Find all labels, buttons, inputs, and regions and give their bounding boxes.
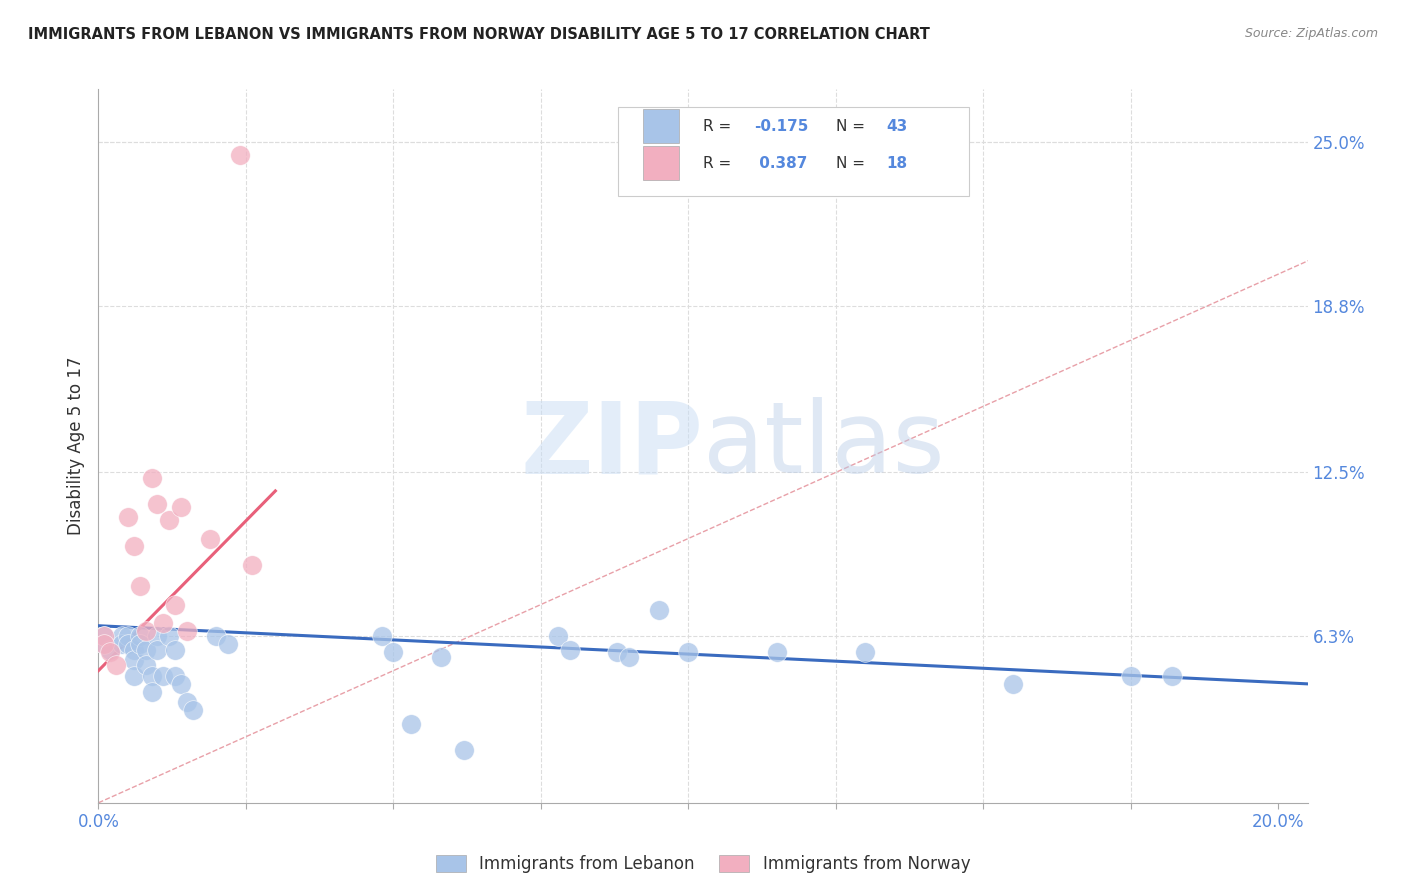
Text: N =: N = [837, 156, 870, 170]
Point [105, 658, 128, 673]
Point [128, 579, 150, 593]
Point [117, 629, 139, 643]
Point [135, 642, 157, 657]
FancyBboxPatch shape [643, 146, 679, 180]
Point [157, 629, 180, 643]
Point [181, 703, 204, 717]
Point [453, 743, 475, 757]
Point [141, 471, 163, 485]
Point [98, 645, 121, 659]
Point [1001, 677, 1024, 691]
Text: 0.387: 0.387 [754, 156, 807, 170]
Point [217, 637, 239, 651]
Text: -0.175: -0.175 [754, 119, 808, 134]
Point [141, 669, 163, 683]
Point [128, 637, 150, 651]
Point [152, 669, 174, 683]
Point [560, 642, 582, 657]
Point [122, 642, 145, 657]
Point [382, 645, 405, 659]
FancyBboxPatch shape [643, 109, 679, 144]
Point [648, 603, 671, 617]
Point [170, 677, 193, 691]
Point [135, 658, 157, 673]
Point [370, 629, 392, 643]
Text: atlas: atlas [703, 398, 945, 494]
FancyBboxPatch shape [619, 107, 969, 196]
Legend: Immigrants from Lebanon, Immigrants from Norway: Immigrants from Lebanon, Immigrants from… [429, 848, 977, 880]
Point [98, 642, 121, 657]
Point [117, 637, 139, 651]
Point [111, 637, 134, 651]
Point [111, 629, 134, 643]
Text: N =: N = [837, 119, 870, 134]
Point [1119, 669, 1142, 683]
Point [128, 629, 150, 643]
Point [152, 616, 174, 631]
Point [1161, 669, 1184, 683]
Point [399, 716, 422, 731]
Text: Source: ZipAtlas.com: Source: ZipAtlas.com [1244, 27, 1378, 40]
Point [93, 629, 115, 643]
Point [240, 558, 263, 572]
Point [146, 497, 169, 511]
Point [229, 148, 252, 162]
Point [200, 532, 222, 546]
Text: 18: 18 [887, 156, 908, 170]
Point [176, 624, 198, 638]
Point [619, 650, 641, 665]
Point [93, 637, 115, 651]
Point [117, 510, 139, 524]
Point [135, 624, 157, 638]
Point [146, 629, 169, 643]
Text: R =: R = [703, 119, 737, 134]
Point [146, 642, 169, 657]
Point [176, 695, 198, 709]
Point [165, 642, 187, 657]
Point [678, 645, 700, 659]
Point [141, 685, 163, 699]
Point [93, 629, 115, 643]
Point [547, 629, 569, 643]
Point [765, 645, 787, 659]
Point [170, 500, 193, 514]
Text: R =: R = [703, 156, 737, 170]
Text: ZIP: ZIP [520, 398, 703, 494]
Text: IMMIGRANTS FROM LEBANON VS IMMIGRANTS FROM NORWAY DISABILITY AGE 5 TO 17 CORRELA: IMMIGRANTS FROM LEBANON VS IMMIGRANTS FR… [28, 27, 929, 42]
Point [122, 540, 145, 554]
Point [122, 669, 145, 683]
Point [165, 669, 187, 683]
Point [122, 653, 145, 667]
Y-axis label: Disability Age 5 to 17: Disability Age 5 to 17 [66, 357, 84, 535]
Point [205, 629, 228, 643]
Point [93, 637, 115, 651]
Point [606, 645, 628, 659]
Point [853, 645, 876, 659]
Point [165, 598, 187, 612]
Point [429, 650, 451, 665]
Text: 43: 43 [887, 119, 908, 134]
Point [157, 513, 180, 527]
